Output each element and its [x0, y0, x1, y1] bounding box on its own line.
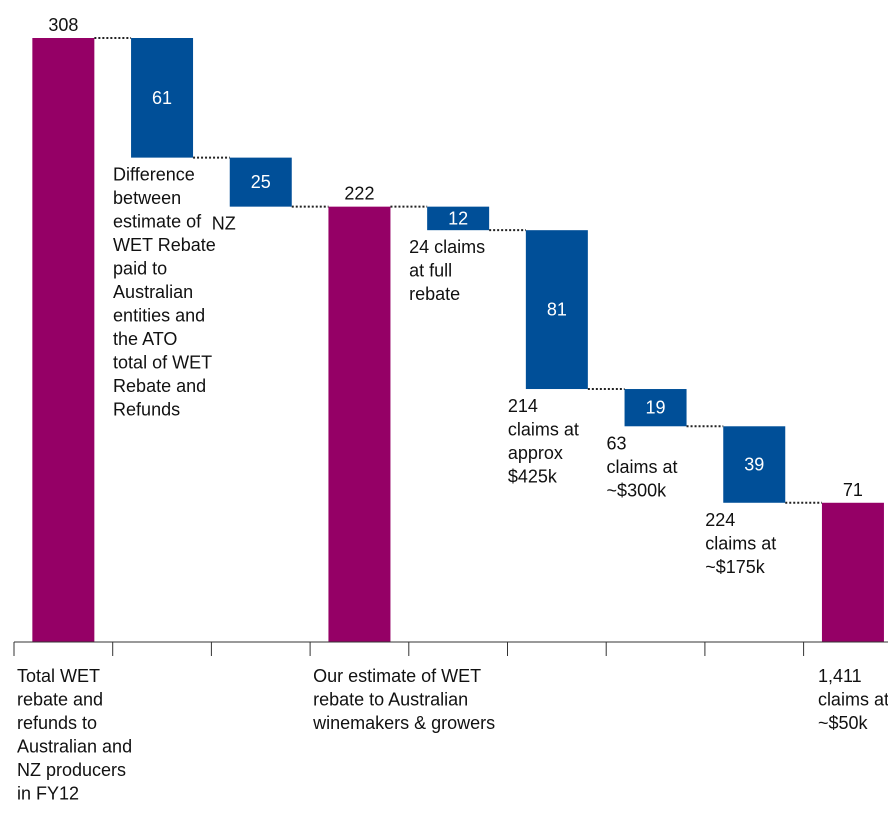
bar-annotation: Rebate and [113, 376, 206, 396]
bar-value-label: 81 [547, 300, 567, 320]
bar-annotation: approx [508, 443, 563, 463]
bar-annotation: claims at [705, 533, 776, 553]
x-axis [13, 641, 888, 656]
bar-annotation: at full [409, 261, 452, 281]
bar-annotation: ~$175k [705, 557, 766, 577]
bar-annotation: ~$300k [607, 480, 668, 500]
bar-value-label: 39 [744, 455, 764, 475]
x-category-label: rebate to Australian [313, 690, 468, 710]
bar-annotation: 214 [508, 396, 538, 416]
bar-annotation: claims at [607, 457, 678, 477]
step-bar [427, 206, 490, 231]
bar-value-label: 308 [48, 15, 78, 35]
step-bar [229, 157, 292, 207]
bars [32, 38, 884, 642]
bar-annotation: entities and [113, 306, 205, 326]
x-category-label: NZ producers [17, 760, 126, 780]
x-category-label: Our estimate of WET [313, 666, 481, 686]
bar-annotation: 24 claims [409, 237, 485, 257]
bar-annotation: paid to [113, 259, 167, 279]
x-category-label: refunds to [17, 713, 97, 733]
x-category-label: Total WET [17, 666, 100, 686]
step-bar [624, 389, 687, 427]
connector-lines [94, 37, 822, 504]
bar-value-label: 12 [448, 208, 468, 228]
bar-annotation: Difference [113, 165, 195, 185]
labels: 308 Total WET rebate and refunds to Australi… [17, 15, 888, 804]
x-category-label: 1,411 [818, 666, 862, 686]
bar-annotation: total of WET [113, 353, 212, 373]
x-category-label: rebate and [17, 690, 103, 710]
bar-annotation: estimate of [113, 212, 202, 232]
x-category-label: claims at [818, 690, 888, 710]
x-category-label: winemakers & growers [312, 713, 495, 733]
bar-annotation: claims at [508, 420, 579, 440]
bar-annotation: Australian [113, 282, 193, 302]
step-bar [723, 426, 786, 503]
bar-value-label: 61 [152, 88, 172, 108]
bar-annotation: NZ [212, 214, 236, 234]
total-bar [328, 206, 391, 642]
bar-annotation: the ATO [113, 329, 177, 349]
bar-annotation: 224 [705, 510, 735, 530]
bar-annotation: 63 [607, 433, 627, 453]
bar-annotation: $425k [508, 467, 558, 487]
bar-value-label: 222 [344, 184, 374, 204]
bar-value-label: 25 [251, 172, 271, 192]
bar-annotation: Refunds [113, 400, 180, 420]
total-bar [821, 502, 884, 642]
x-category-label: ~$50k [818, 713, 869, 733]
x-category-label: Australian and [17, 737, 132, 757]
x-category-label: in FY12 [17, 784, 79, 804]
step-bar [131, 38, 194, 158]
bar-annotation: rebate [409, 284, 460, 304]
bar-value-label: 71 [843, 480, 863, 500]
bar-annotation: between [113, 188, 181, 208]
step-bar [525, 230, 588, 390]
bar-annotation: WET Rebate [113, 235, 216, 255]
bar-value-label: 19 [646, 398, 666, 418]
total-bar [32, 38, 95, 642]
